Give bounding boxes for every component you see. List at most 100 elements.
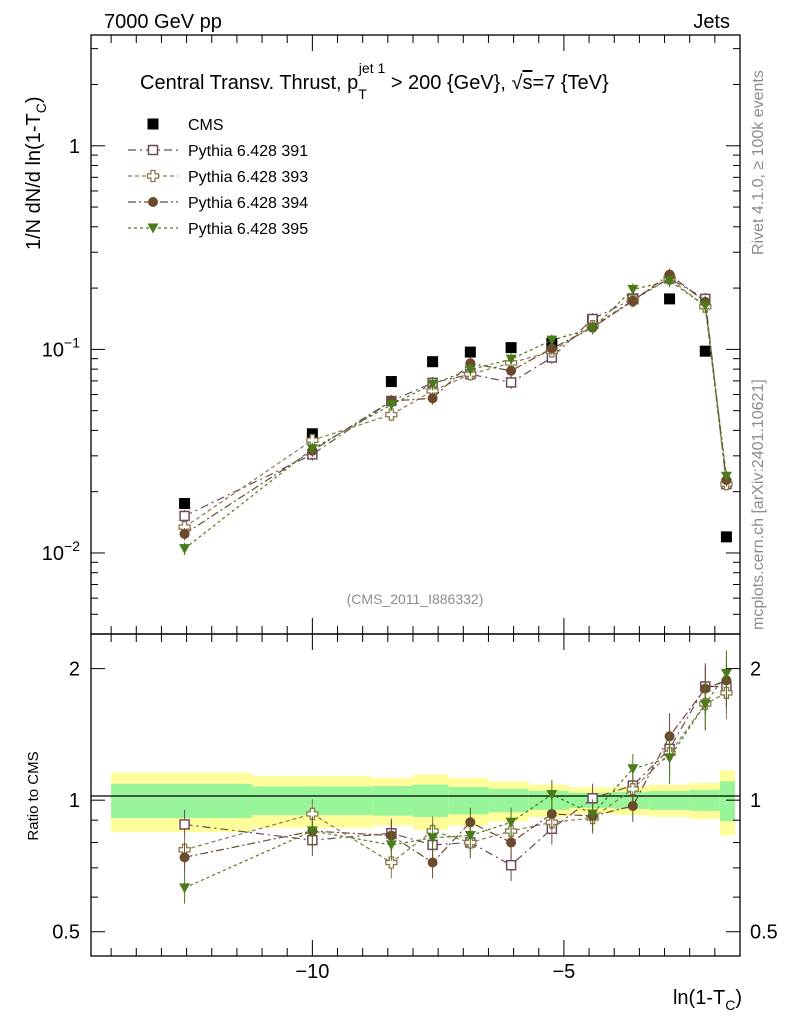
legend-pythia-6-428-394-label: Pythia 6.428 394: [188, 195, 308, 212]
series-cms-point: [720, 531, 732, 543]
ratio-pythia-6-428-395-point: [306, 826, 318, 837]
inner-band: [448, 786, 489, 815]
ratio-pythia-6-428-395-point: [720, 668, 732, 679]
inner-band: [111, 783, 252, 819]
title-sup: jet 1: [358, 60, 386, 76]
ratio-pythia-6-428-393-point: [385, 856, 398, 869]
inner-band: [649, 790, 690, 810]
series-pythia-6-428-395-point: [664, 276, 676, 287]
x-label-text: ln(1-T: [673, 987, 725, 1009]
ratio-pythia-6-428-393-line: [184, 692, 727, 864]
series-pythia-6-428-395-point: [627, 284, 639, 295]
series-pythia-6-428-395-point: [464, 365, 476, 376]
title-sub: T: [358, 86, 367, 102]
main-y-label-text: 1/N dN/d ln(1-T: [23, 113, 45, 250]
main-x-ticks: [110, 35, 716, 634]
legend-pythia-6-428-391-label: Pythia 6.428 391: [188, 143, 308, 160]
main-y-axis-label: 1/N dN/d ln(1-TC): [23, 96, 49, 250]
series-pythia-6-428-394-point: [427, 393, 438, 404]
header-process-label: Jets: [693, 11, 730, 33]
ratio-pythia-6-428-394-point: [179, 852, 190, 863]
main-panel: 110−110−2: [42, 34, 741, 635]
inner-band: [719, 781, 735, 822]
series-pythia-6-428-395-point: [385, 400, 397, 411]
header-beam-label: 7000 GeV pp: [104, 11, 222, 33]
ratio-y-tick-label-right: 1: [750, 790, 761, 812]
ratio-pythia-6-428-391-point: [179, 819, 190, 830]
ratio-pythia-6-428-395-line: [184, 673, 727, 889]
series-pythia-6-428-395-point: [699, 301, 711, 312]
ratio-pythia-6-428-394-point: [506, 837, 517, 848]
series-cms-point: [179, 497, 191, 509]
series-pythia-6-428-395-point: [306, 444, 318, 455]
ratio-pythia-6-428-395-point: [664, 753, 676, 764]
series-cms-point: [505, 342, 517, 354]
inner-band: [689, 790, 720, 811]
legend-pythia-6-428-394-marker: [148, 197, 158, 207]
series-cms-point: [306, 428, 318, 440]
ratio-panel: 2 2 1 1 0.5 0.5 −10 −5: [52, 633, 778, 983]
mcplots-label: mcplots.cern.ch [arXiv:2401.10621]: [750, 379, 767, 630]
chart-title: Central Transv. Thrust, pTjet 1 > 200 {G…: [140, 60, 609, 102]
ratio-pythia-6-428-394-point: [427, 857, 438, 868]
series-pythia-6-428-394-line: [184, 273, 728, 535]
series-pythia-6-428-391-point: [179, 510, 190, 522]
main-y-label-close: ): [23, 96, 45, 103]
ratio-pythia-6-428-395-point: [699, 699, 711, 710]
legend-pythia-6-428-393-label: Pythia 6.428 393: [188, 169, 308, 186]
ratio-y-tick-label-right: 2: [750, 659, 761, 681]
legend-cms-label: CMS: [188, 117, 224, 134]
ratio-pythia-6-428-391-point: [505, 859, 517, 871]
series-pythia-6-428-394-point: [179, 528, 190, 539]
main-plot-marks: [178, 268, 733, 556]
ratio-y-tick-label: 0.5: [52, 922, 80, 944]
y-tick-base: 10: [42, 339, 64, 361]
y-tick-exponent: −1: [64, 334, 80, 350]
ratio-y-axis: 2 2 1 1 0.5 0.5: [52, 659, 778, 944]
y-tick-exponent: −2: [64, 538, 80, 554]
ratio-pythia-6-428-395-point: [427, 833, 439, 844]
series-pythia-6-428-395-point: [505, 354, 517, 365]
series-pythia-6-428-395-point: [720, 471, 732, 482]
ratio-y-tick-label: 2: [69, 659, 80, 681]
series-cms-point: [464, 346, 476, 358]
ratio-uncertainty-bands: [111, 770, 735, 836]
ratio-plot-marks: [178, 650, 733, 904]
title-suffix: > 200 {GeV},: [385, 72, 511, 94]
legend: CMS Pythia 6.428 391 Pythia 6.428 393 Pythi…: [128, 117, 308, 238]
ratio-pythia-6-428-395-point: [179, 883, 191, 894]
legend-cms-marker: [147, 118, 159, 130]
series-cms-point: [385, 376, 397, 388]
series-pythia-6-428-395-line: [184, 280, 728, 550]
series-pythia-6-428-391-point: [505, 377, 517, 388]
title-s: s: [522, 72, 532, 94]
inner-band: [412, 784, 449, 818]
x-label-sub: C: [725, 997, 735, 1013]
series-cms-point: [427, 356, 439, 368]
ratio-panel-frame: [90, 633, 741, 957]
ratio-pythia-6-428-395-point: [464, 831, 476, 842]
ratio-pythia-6-428-395-point: [627, 764, 639, 775]
series-pythia-6-428-395-point: [587, 323, 599, 334]
title-prefix: Central Transv. Thrust, p: [140, 72, 358, 94]
main-y-axis: 110−110−2: [42, 48, 740, 635]
series-pythia-6-428-394-point: [627, 295, 638, 306]
main-y-label-sub: C: [33, 103, 49, 113]
series-pythia-6-428-395-point: [546, 335, 558, 346]
y-tick-base: 10: [42, 543, 64, 565]
legend-pythia-6-428-391-marker: [147, 144, 159, 156]
main-y-tick-label: 10−1: [42, 334, 80, 361]
ratio-pythia-6-428-391-line: [184, 685, 727, 866]
series-pythia-6-428-395-point: [427, 379, 439, 390]
ratio-pythia-6-428-395-point: [385, 840, 397, 851]
series-pythia-6-428-393-point: [385, 408, 398, 421]
legend-pythia-6-428-393-marker: [146, 169, 160, 183]
ratio-pythia-6-428-393-point: [306, 807, 319, 821]
ratio-y-axis-label: Ratio to CMS: [25, 751, 42, 840]
series-pythia-6-428-395-point: [179, 544, 191, 555]
ratio-y-tick-label: 1: [69, 790, 80, 812]
rivet-label: Rivet 4.1.0, ≥ 100k events: [750, 70, 767, 255]
ratio-pythia-6-428-395-point: [505, 817, 517, 828]
ratio-pythia-6-428-393-point: [626, 782, 639, 796]
